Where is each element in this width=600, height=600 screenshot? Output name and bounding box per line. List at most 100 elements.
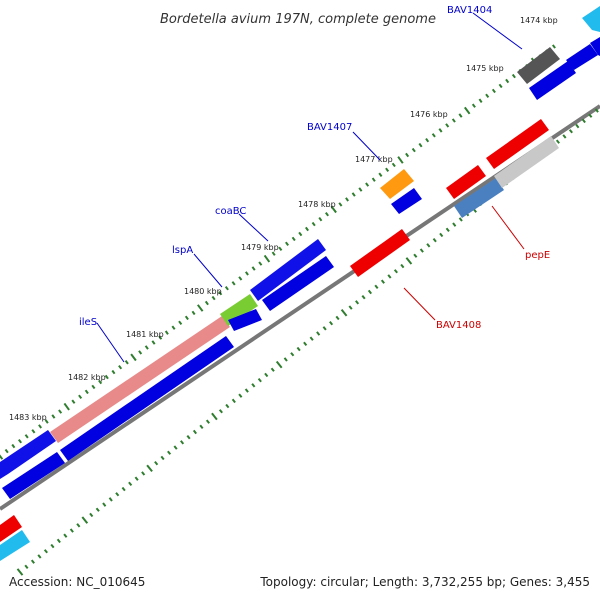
tick-mark bbox=[91, 384, 96, 390]
tick-mark bbox=[180, 440, 185, 445]
tick-mark bbox=[56, 538, 61, 544]
gene-lspA[interactable] bbox=[220, 294, 258, 326]
tick-mark bbox=[251, 266, 256, 271]
tick-mark bbox=[37, 554, 42, 559]
gene-light-gray[interactable] bbox=[494, 136, 559, 188]
tick-mark bbox=[138, 350, 143, 355]
gene-BAV1408[interactable] bbox=[350, 229, 410, 277]
tick-mark bbox=[178, 320, 183, 325]
tick-mark bbox=[31, 429, 36, 434]
gene-label-BAV1404[interactable]: BAV1404 bbox=[447, 5, 492, 16]
gene-label-pepE[interactable]: pepE bbox=[525, 250, 550, 261]
gene-blue[interactable] bbox=[566, 44, 598, 70]
tick-mark bbox=[167, 450, 172, 455]
gene-blue[interactable] bbox=[2, 452, 65, 499]
gene-BAV1404[interactable] bbox=[517, 47, 560, 84]
tick-mark bbox=[387, 274, 392, 279]
tick-mark bbox=[452, 222, 457, 227]
tick-mark bbox=[51, 414, 56, 419]
tick-mark bbox=[324, 212, 330, 217]
tick-mark bbox=[238, 276, 243, 281]
gene-label-coaBC[interactable]: coaBC bbox=[215, 206, 246, 217]
gene-cyan-top[interactable] bbox=[582, 6, 600, 32]
tick-mark bbox=[199, 424, 204, 430]
tick-label: 1479 kbp bbox=[241, 243, 279, 252]
tick-mark bbox=[304, 226, 310, 232]
accession-text: Accession: NC_010645 bbox=[9, 575, 145, 589]
gene-label-group: BAV1404 BAV1407 coaBC lspA ileS pepE BAV… bbox=[79, 5, 550, 363]
tick-mark bbox=[191, 310, 196, 316]
tick-label: 1474 kbp bbox=[520, 16, 558, 25]
tick-mark bbox=[271, 251, 276, 256]
tick-mark bbox=[160, 455, 165, 461]
tick-mark bbox=[102, 502, 107, 507]
tick-label: 1483 kbp bbox=[9, 413, 47, 422]
gene-blue[interactable] bbox=[60, 336, 234, 461]
tick-mark bbox=[30, 559, 35, 564]
forward-outer-genes bbox=[0, 6, 600, 479]
tick-mark bbox=[397, 156, 404, 164]
gene-ileS[interactable] bbox=[50, 316, 230, 443]
tick-mark bbox=[218, 291, 223, 296]
tick-mark bbox=[445, 227, 450, 233]
tick-mark bbox=[413, 253, 418, 258]
tick-mark bbox=[44, 419, 49, 424]
gene-blue[interactable] bbox=[0, 430, 56, 479]
tick-mark bbox=[50, 543, 55, 549]
tick-mark bbox=[485, 93, 490, 98]
tick-mark bbox=[231, 281, 236, 286]
gene-BAV1406[interactable] bbox=[380, 169, 414, 199]
tick-label: 1482 kbp bbox=[68, 373, 106, 382]
tick-mark bbox=[355, 300, 360, 305]
tick-mark bbox=[78, 394, 83, 399]
tick-mark bbox=[4, 448, 9, 454]
tick-mark bbox=[555, 139, 560, 144]
tick-mark bbox=[478, 98, 483, 103]
gene-red[interactable] bbox=[0, 515, 22, 542]
gene-coaBC[interactable] bbox=[250, 239, 326, 301]
tick-mark bbox=[164, 330, 169, 335]
tick-mark bbox=[291, 236, 296, 242]
tick-mark bbox=[594, 108, 599, 113]
gene-red[interactable] bbox=[446, 165, 486, 199]
tick-mark bbox=[588, 113, 593, 118]
forward-inner-genes bbox=[2, 37, 600, 499]
tick-mark bbox=[154, 460, 159, 466]
tick-label: 1477 kbp bbox=[355, 155, 393, 164]
tick-mark bbox=[425, 138, 430, 143]
tick-mark bbox=[322, 326, 327, 331]
tick-mark bbox=[144, 345, 149, 350]
tick-mark bbox=[258, 261, 263, 266]
tick-mark bbox=[211, 412, 218, 421]
tick-mark bbox=[338, 202, 343, 207]
gene-label-lspA[interactable]: lspA bbox=[172, 245, 193, 256]
gene-label-ileS[interactable]: ileS bbox=[79, 317, 97, 328]
tick-mark bbox=[89, 512, 94, 518]
tick-mark bbox=[551, 44, 556, 49]
tick-mark bbox=[121, 486, 126, 492]
gene-label-BAV1407[interactable]: BAV1407 bbox=[307, 122, 352, 133]
gene-blue[interactable] bbox=[590, 37, 600, 56]
tick-mark bbox=[69, 528, 74, 533]
tick-mark bbox=[405, 152, 410, 158]
tick-mark bbox=[309, 336, 314, 341]
tick-mark bbox=[141, 471, 146, 476]
tick-mark bbox=[345, 197, 350, 202]
gene-pepE[interactable] bbox=[454, 178, 504, 218]
gene-blue[interactable] bbox=[228, 309, 262, 331]
gene-BAV1407[interactable] bbox=[391, 188, 422, 214]
gene-blue[interactable] bbox=[262, 256, 334, 311]
gene-red[interactable] bbox=[486, 119, 549, 169]
gene-blue[interactable] bbox=[529, 61, 576, 100]
tick-mark bbox=[358, 187, 363, 192]
tick-mark bbox=[186, 434, 191, 440]
tick-mark bbox=[205, 419, 210, 424]
tick-mark bbox=[63, 402, 70, 411]
gene-label-BAV1408[interactable]: BAV1408 bbox=[436, 320, 481, 331]
tick-mark bbox=[231, 398, 236, 404]
tick-mark bbox=[439, 232, 444, 238]
tick-mark bbox=[391, 162, 396, 168]
gene-cyan[interactable] bbox=[0, 530, 30, 561]
tick-mark bbox=[329, 320, 334, 326]
